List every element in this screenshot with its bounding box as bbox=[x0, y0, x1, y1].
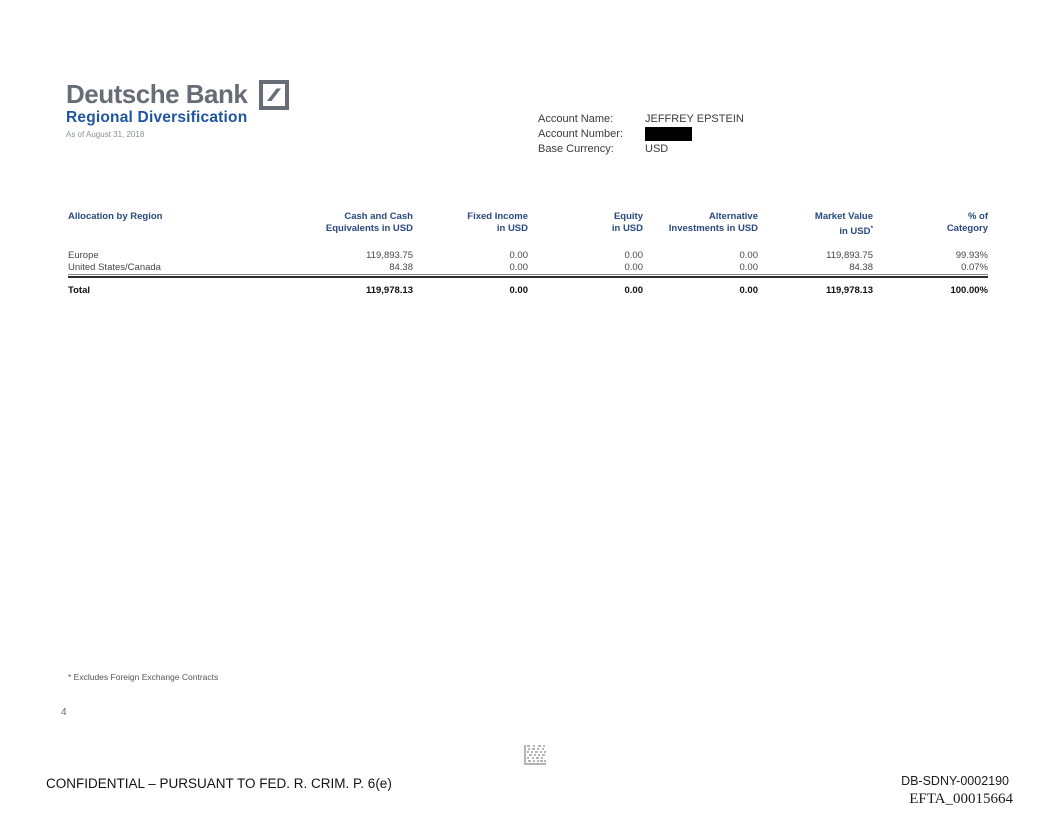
account-number-label: Account Number: bbox=[538, 127, 623, 140]
brand-name: Deutsche Bank bbox=[66, 79, 248, 109]
cell-market-value: 84.38 bbox=[849, 261, 873, 273]
col-header-cash: Cash and Cash Equivalents in USD bbox=[325, 211, 413, 234]
cell-cash: 119,893.75 bbox=[366, 250, 413, 262]
cell-cash: 84.38 bbox=[389, 261, 413, 273]
account-number-row: Account Number: bbox=[538, 126, 744, 141]
table-body: Europe 119,893.75 0.00 0.00 0.00 119,893… bbox=[68, 250, 988, 297]
cell-market-value: 119,893.75 bbox=[826, 250, 873, 262]
cell-alternative: 0.00 bbox=[739, 261, 759, 273]
account-name-label: Account Name: bbox=[538, 112, 614, 125]
cell-alternative: 0.00 bbox=[739, 250, 759, 262]
deutsche-bank-slash-logo-icon bbox=[259, 80, 290, 115]
col-header-market-value: Market Value in USD* bbox=[814, 211, 873, 237]
cell-pct: 0.07% bbox=[961, 261, 988, 273]
bates-number-efta: EFTA_00015664 bbox=[909, 791, 1013, 807]
cell-pct: 99.93% bbox=[955, 250, 988, 262]
table-rule-thin bbox=[68, 274, 988, 276]
footnote-text: * Excludes Foreign Exchange Contracts bbox=[68, 672, 219, 682]
cell-total-alternative: 0.00 bbox=[739, 285, 759, 297]
as-of-date: As of August 31, 2018 bbox=[66, 130, 145, 139]
col-header-alternative: Alternative Investments in USD bbox=[668, 211, 758, 234]
page-number: 4 bbox=[61, 707, 67, 718]
col-header-equity: Equity in USD bbox=[611, 211, 643, 234]
bates-number-db: DB-SDNY-0002190 bbox=[901, 774, 1009, 788]
cell-total-equity: 0.00 bbox=[624, 285, 644, 297]
cell-region: Europe bbox=[68, 250, 99, 262]
brand-header: Deutsche Bank bbox=[66, 79, 290, 115]
cell-total-label: Total bbox=[68, 285, 90, 297]
page-title: Regional Diversification bbox=[66, 109, 248, 126]
table-row-europe: Europe 119,893.75 0.00 0.00 0.00 119,893… bbox=[68, 250, 988, 262]
base-currency-label: Base Currency: bbox=[538, 142, 614, 155]
base-currency-value: USD bbox=[645, 142, 669, 155]
col-header-region: Allocation by Region bbox=[68, 211, 163, 222]
table-total-row: Total 119,978.13 0.00 0.00 0.00 119,978.… bbox=[68, 285, 988, 297]
account-name-row: Account Name: JEFFREY EPSTEIN bbox=[538, 111, 744, 126]
account-info: Account Name: JEFFREY EPSTEIN Account Nu… bbox=[538, 111, 744, 156]
cell-total-fixed-income: 0.00 bbox=[509, 285, 529, 297]
cell-fixed-income: 0.00 bbox=[509, 261, 529, 273]
footnote-asterisk: * bbox=[870, 224, 873, 232]
col-header-fixed-income: Fixed Income in USD bbox=[467, 211, 528, 234]
confidential-stamp: CONFIDENTIAL – PURSUANT TO FED. R. CRIM.… bbox=[46, 776, 392, 791]
allocation-table: Allocation by Region Cash and Cash Equiv… bbox=[68, 211, 988, 297]
redaction-box bbox=[645, 126, 692, 141]
cell-fixed-income: 0.00 bbox=[509, 250, 529, 262]
base-currency-row: Base Currency: USD bbox=[538, 141, 744, 156]
cell-region: United States/Canada bbox=[68, 261, 161, 273]
table-row-us-canada: United States/Canada 84.38 0.00 0.00 0.0… bbox=[68, 262, 988, 274]
datamatrix-barcode-icon bbox=[524, 745, 546, 770]
col-header-pct-category: % of Category bbox=[946, 211, 988, 234]
cell-equity: 0.00 bbox=[624, 261, 644, 273]
cell-total-market-value: 119,978.13 bbox=[825, 285, 873, 297]
cell-total-cash: 119,978.13 bbox=[365, 285, 413, 297]
cell-total-pct: 100.00% bbox=[950, 285, 988, 297]
cell-equity: 0.00 bbox=[624, 250, 644, 262]
account-name-value: JEFFREY EPSTEIN bbox=[645, 112, 744, 125]
table-header-row: Allocation by Region Cash and Cash Equiv… bbox=[68, 211, 988, 237]
table-rule-thick bbox=[68, 276, 988, 279]
